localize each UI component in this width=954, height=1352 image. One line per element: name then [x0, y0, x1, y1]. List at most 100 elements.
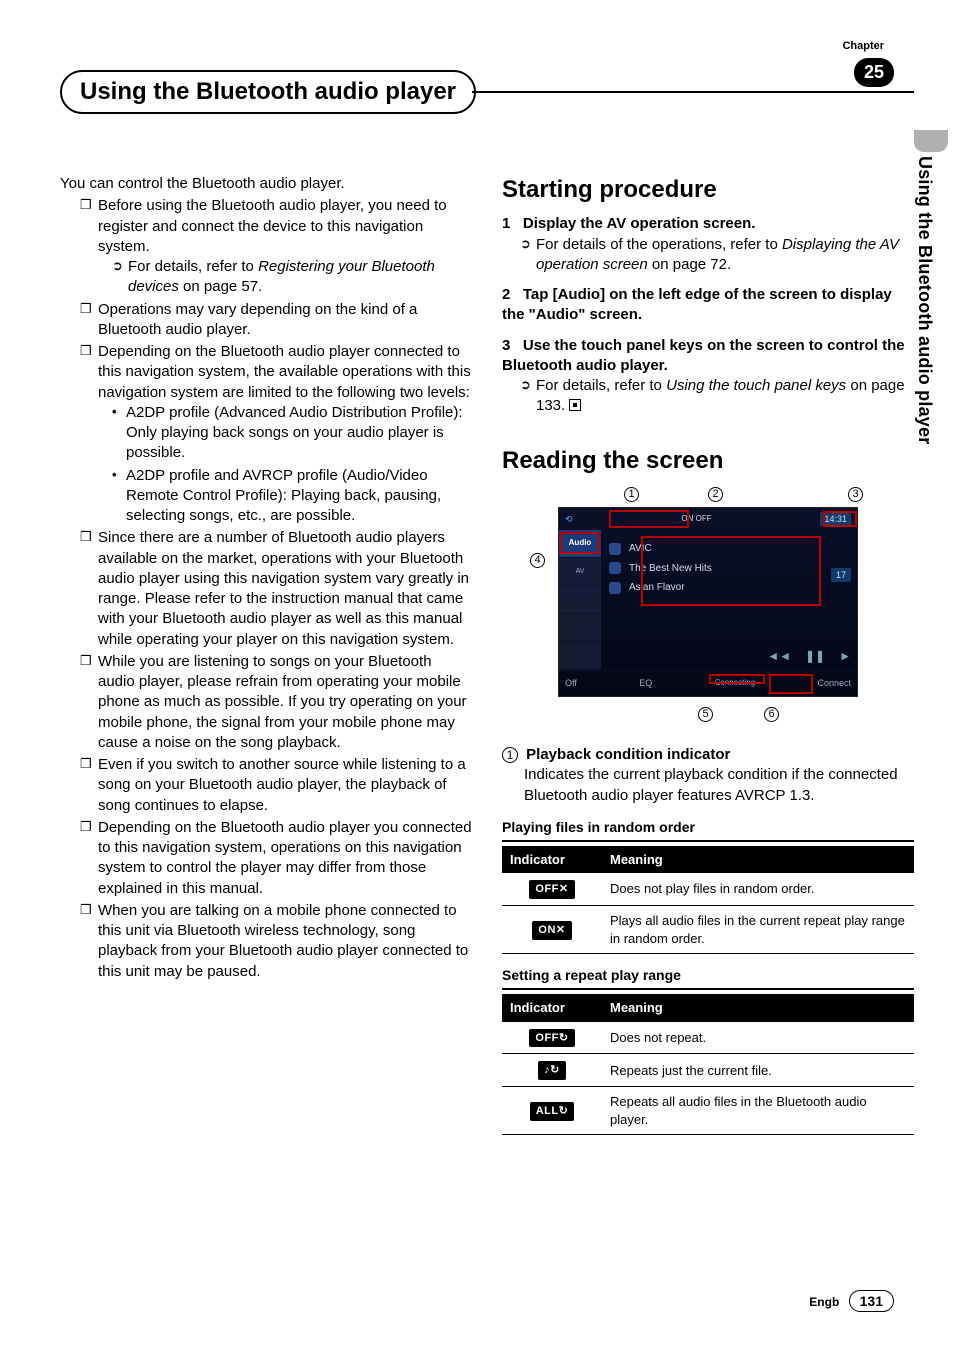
sub-prefix: For details, refer to	[128, 258, 258, 275]
footer: Engb 131	[809, 1290, 894, 1312]
note-text: While you are listening to songs on your…	[98, 653, 467, 751]
indicator-badge: ALL↻	[530, 1102, 575, 1121]
callout-5: 5	[698, 705, 713, 722]
sub-italic: Using the touch panel keys	[666, 377, 846, 394]
callout-3: 3	[848, 485, 863, 502]
step-sub: For details, refer to Using the touch pa…	[502, 376, 914, 417]
redbox-2	[641, 536, 821, 606]
table-repeat-heading: Setting a repeat play range	[502, 966, 914, 990]
list-item: Depending on the Bluetooth audio player …	[80, 818, 472, 899]
ss-tab[interactable]	[559, 642, 601, 670]
table-row: OFF✕ Does not play files in random order…	[502, 873, 914, 905]
stop-icon	[569, 399, 581, 411]
sub-suffix: on page 57.	[179, 278, 262, 295]
next-icon[interactable]: ►	[839, 648, 851, 664]
note-text: When you are talking on a mobile phone c…	[98, 902, 468, 980]
album-icon	[609, 562, 621, 574]
table-random-heading: Playing files in random order	[502, 818, 914, 842]
redbox-3	[823, 511, 857, 527]
circ-num: 1	[502, 747, 518, 763]
redbox-6	[769, 674, 813, 694]
desc-text: Indicates the current playback condition…	[502, 765, 914, 806]
list-item: While you are listening to songs on your…	[80, 652, 472, 753]
ss-tab[interactable]	[559, 614, 601, 642]
indicator-badge: OFF↻	[529, 1029, 574, 1048]
callout-2: 2	[708, 485, 723, 502]
step-title: Display the AV operation screen.	[523, 215, 756, 232]
step-sub: For details of the operations, refer to …	[502, 235, 914, 276]
right-column: Starting procedure 1 Display the AV oper…	[502, 174, 914, 1135]
page-number: 131	[849, 1290, 894, 1312]
indicator-badge: ON✕	[532, 921, 571, 940]
step-head: 3 Use the touch panel keys on the screen…	[502, 336, 914, 377]
ss-topbar: ⟲ ON OFF 14:31	[559, 508, 857, 530]
callout-num: 6	[764, 707, 779, 722]
pause-icon[interactable]: ❚❚	[805, 648, 825, 664]
list-item: Operations may vary depending on the kin…	[80, 300, 472, 341]
th-indicator: Indicator	[502, 994, 602, 1022]
sub-prefix: For details, refer to	[536, 377, 666, 394]
sub-suffix: on page 72.	[648, 256, 731, 273]
note-text: Since there are a number of Bluetooth au…	[98, 529, 469, 647]
redbox-1	[609, 510, 689, 528]
ss-top-left-icon: ⟲	[565, 513, 573, 525]
note-sub: For details, refer to Registering your B…	[98, 257, 472, 298]
chapter-label: Chapter	[842, 40, 884, 52]
list-item: Since there are a number of Bluetooth au…	[80, 528, 472, 650]
meaning-cell: Repeats all audio files in the Bluetooth…	[602, 1087, 914, 1135]
note-text: Depending on the Bluetooth audio player …	[98, 819, 472, 897]
footer-lang: Engb	[809, 1295, 839, 1309]
meaning-cell: Does not repeat.	[602, 1022, 914, 1054]
callout-6: 6	[764, 705, 779, 722]
indicator-cell: ALL↻	[502, 1087, 602, 1135]
av-screenshot: ⟲ ON OFF 14:31 Audio AV AVIC	[558, 507, 858, 697]
step: 1 Display the AV operation screen. For d…	[502, 214, 914, 275]
step-num: 2	[502, 286, 510, 303]
track-icon	[609, 582, 621, 594]
ss-eq[interactable]: EQ	[639, 677, 652, 689]
dot-list: A2DP profile (Advanced Audio Distributio…	[98, 403, 472, 527]
callout-1: 1	[624, 485, 639, 502]
step-title: Use the touch panel keys on the screen t…	[502, 337, 905, 374]
dot-item: A2DP profile (Advanced Audio Distributio…	[112, 403, 472, 464]
note-text: Operations may vary depending on the kin…	[98, 301, 417, 338]
ss-tab[interactable]	[559, 586, 601, 614]
notes-list: Before using the Bluetooth audio player,…	[60, 196, 472, 982]
list-item: Even if you switch to another source whi…	[80, 755, 472, 816]
redbox-4	[560, 532, 600, 554]
note-text: Even if you switch to another source whi…	[98, 756, 466, 814]
chapter-number: 25	[854, 58, 894, 87]
note-text: Depending on the Bluetooth audio player …	[98, 343, 471, 401]
step-head: 1 Display the AV operation screen.	[502, 214, 914, 234]
ss-off[interactable]: Off	[565, 677, 577, 689]
step-num: 3	[502, 337, 510, 354]
list-item: Depending on the Bluetooth audio player …	[80, 342, 472, 526]
table-row: ALL↻ Repeats all audio files in the Blue…	[502, 1087, 914, 1135]
ss-tab[interactable]: AV	[559, 558, 601, 586]
th-meaning: Meaning	[602, 994, 914, 1022]
step-num: 1	[502, 215, 510, 232]
prev-icon[interactable]: ◄◄	[767, 648, 791, 664]
table-header-row: Indicator Meaning	[502, 994, 914, 1022]
indicator-cell: OFF↻	[502, 1022, 602, 1054]
screenshot-region: 1 2 3 4 5 6 ⟲ ON OFF 14:31 Audio AV	[528, 487, 888, 727]
ss-connect[interactable]: Connect	[817, 677, 851, 689]
table-random: Indicator Meaning OFF✕ Does not play fil…	[502, 846, 914, 954]
dot-item: A2DP profile and AVRCP profile (Audio/Vi…	[112, 466, 472, 527]
indicator-badge: OFF✕	[529, 880, 574, 899]
title-rule	[472, 91, 914, 93]
list-item: Before using the Bluetooth audio player,…	[80, 196, 472, 297]
meaning-cell: Plays all audio files in the current rep…	[602, 906, 914, 954]
callout-num: 4	[530, 553, 545, 568]
callout-4: 4	[530, 551, 545, 568]
sub-prefix: For details of the operations, refer to	[536, 236, 782, 253]
artist-icon	[609, 543, 621, 555]
desc-item-1: 1 Playback condition indicator Indicates…	[502, 745, 914, 806]
table-header-row: Indicator Meaning	[502, 846, 914, 874]
side-tab-text: Using the Bluetooth audio player	[914, 156, 935, 444]
callout-num: 2	[708, 487, 723, 502]
callout-num: 5	[698, 707, 713, 722]
th-indicator: Indicator	[502, 846, 602, 874]
step-title: Tap [Audio] on the left edge of the scre…	[502, 286, 892, 323]
indicator-cell: OFF✕	[502, 873, 602, 905]
